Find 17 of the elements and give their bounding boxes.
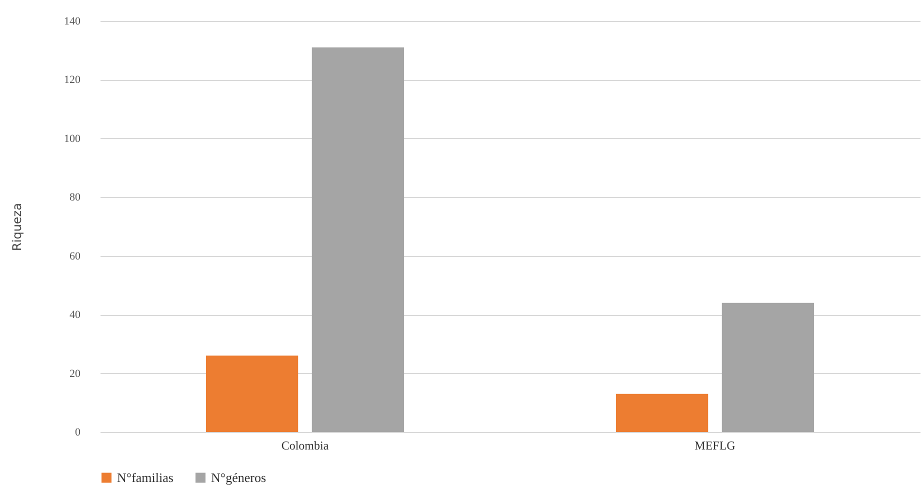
y-tick-label: 60 [70,250,81,262]
y-tick-label: 0 [75,426,81,438]
y-tick-label: 120 [64,74,81,86]
bar [616,394,708,432]
bar [312,47,404,432]
legend-label: N°familias [117,470,174,485]
x-tick-label: MEFLG [694,438,736,452]
legend-label: N°géneros [211,470,266,485]
x-tick-label: Colombia [281,438,330,452]
y-tick-label: 20 [70,368,81,380]
y-axis-title: Riqueza [10,203,24,251]
y-tick-label: 140 [64,16,81,28]
y-tick-label: 40 [70,309,81,322]
bar [722,302,814,432]
y-tick-label: 80 [70,192,81,204]
bar [206,356,298,432]
y-tick-label: 100 [64,132,81,145]
